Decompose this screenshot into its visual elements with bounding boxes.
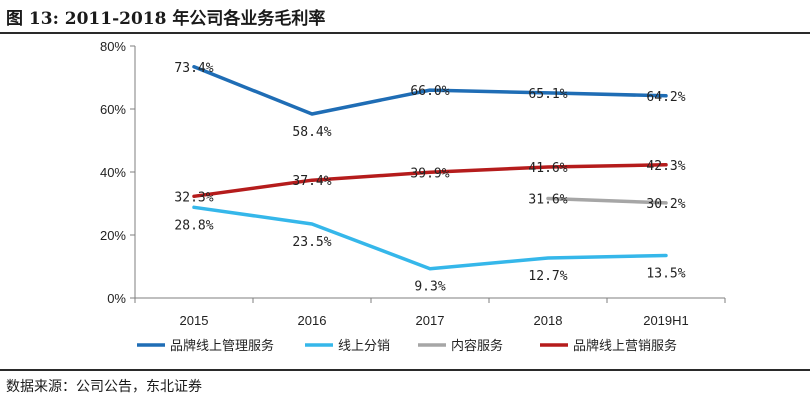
- data-label: 13.5%: [646, 266, 685, 281]
- series-line-2: [192, 205, 668, 271]
- y-tick-label: 0%: [107, 291, 126, 306]
- series-line-1: [192, 65, 668, 116]
- x-tick-label: 2018: [534, 313, 563, 328]
- legend-label-1: 品牌线上管理服务: [170, 338, 274, 354]
- data-label: 73.4%: [174, 61, 213, 76]
- bottom-rule: [0, 369, 810, 371]
- data-label: 32.3%: [174, 190, 213, 205]
- data-source: 数据来源：公司公告，东北证券: [6, 379, 202, 395]
- data-label: 12.7%: [528, 269, 567, 284]
- y-tick-label: 20%: [100, 228, 126, 243]
- data-label: 58.4%: [292, 125, 331, 140]
- y-tick-label: 80%: [100, 39, 126, 54]
- y-tick-label: 60%: [100, 102, 126, 117]
- data-label: 42.3%: [646, 159, 685, 174]
- data-label: 66.0%: [410, 84, 449, 99]
- x-tick-label: 2015: [180, 313, 209, 328]
- figure-header: 图 13: 2011-2018 年公司各业务毛利率: [0, 0, 810, 36]
- data-label: 37.4%: [292, 174, 331, 189]
- data-label: 23.5%: [292, 235, 331, 250]
- x-tick-label: 2016: [298, 313, 327, 328]
- top-rule: [0, 32, 810, 34]
- data-label: 39.9%: [410, 166, 449, 181]
- line-chart: 0% 20% 40% 60% 80% 2015 2016 2017 2018 2019H1 73.4…: [100, 39, 726, 354]
- figure-title: 图 13: 2011-2018 年公司各业务毛利率: [6, 9, 326, 29]
- legend-label-2: 线上分销: [338, 339, 390, 354]
- data-label: 41.6%: [528, 161, 567, 176]
- legend-label-3: 内容服务: [451, 338, 503, 354]
- data-label: 31.6%: [528, 192, 567, 207]
- data-label: 30.2%: [646, 197, 685, 212]
- data-label: 28.8%: [174, 218, 213, 233]
- x-tick-label: 2017: [416, 313, 445, 328]
- x-tick-label: 2019H1: [643, 313, 689, 328]
- data-label: 9.3%: [414, 280, 445, 295]
- y-tick-label: 40%: [100, 165, 126, 180]
- series-line-4: [192, 163, 668, 199]
- series-line-3: [546, 196, 668, 205]
- data-label: 65.1%: [528, 87, 567, 102]
- legend-label-4: 品牌线上营销服务: [573, 338, 677, 354]
- data-label: 64.2%: [646, 90, 685, 105]
